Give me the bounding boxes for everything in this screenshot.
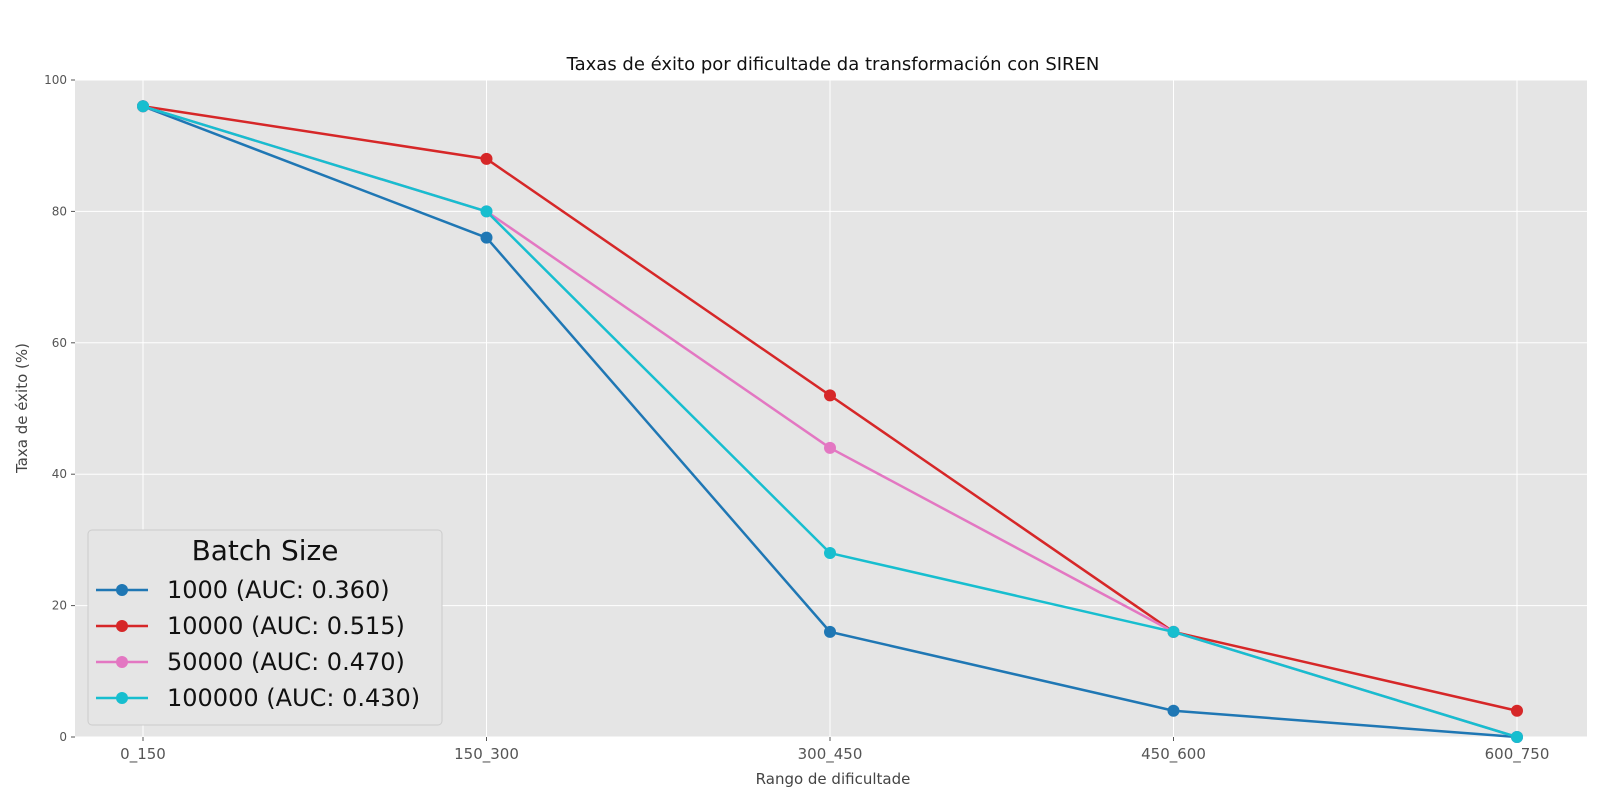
y-tick-label: 100 [44,73,67,87]
legend-entry: 100000 (AUC: 0.430) [96,684,420,712]
legend-label: 1000 (AUC: 0.360) [167,576,390,604]
data-point [824,625,836,638]
y-tick-label: 20 [52,599,67,613]
legend: Batch Size 1000 (AUC: 0.360) 10000 (AUC: … [87,529,443,726]
x-tick-label: 450_600 [1141,745,1206,764]
y-axis-label: Taxa de éxito (%) [13,343,31,474]
x-tick-label: 0_150 [120,745,166,764]
data-point [480,231,493,244]
chart-title: Taxas de éxito por dificultade da transf… [566,54,1100,75]
legend-entry: 10000 (AUC: 0.515) [96,612,405,640]
y-tick-label: 80 [52,204,67,218]
x-axis-label: Rango de dificultade [756,770,911,788]
data-point [824,441,836,454]
series-4 [137,100,1523,743]
y-tick-label: 40 [52,467,67,481]
data-point [1511,731,1523,743]
data-point [824,389,836,402]
legend-entry: 1000 (AUC: 0.360) [96,576,390,604]
data-point [1511,704,1523,717]
x-tick-label: 150_300 [454,745,519,764]
legend-label: 50000 (AUC: 0.470) [167,648,405,676]
legend-box [87,529,443,726]
legend-swatch-marker [116,692,128,704]
legend-label: 100000 (AUC: 0.430) [167,684,420,712]
legend-entry: 50000 (AUC: 0.470) [96,648,405,676]
legend-swatch-marker [116,584,128,596]
y-axis-ticks: 0 20 40 60 80 100 [44,73,75,744]
legend-swatch-marker [116,656,128,668]
x-axis-ticks: 0_150 150_300 300_450 450_600 600_750 [120,737,1549,764]
y-tick-label: 0 [59,730,67,744]
legend-title: Batch Size [192,534,339,567]
x-tick-label: 600_750 [1485,745,1550,764]
data-point [1167,704,1180,717]
data-point [137,100,149,113]
series-lines [137,100,1523,743]
data-point [480,205,493,218]
data-point [480,152,493,165]
legend-items: 1000 (AUC: 0.360) 10000 (AUC: 0.515) 50000… [96,576,420,712]
x-tick-label: 300_450 [798,745,863,764]
legend-swatch-marker [116,620,128,632]
data-point [1167,625,1180,638]
y-tick-label: 60 [52,336,67,350]
legend-label: 10000 (AUC: 0.515) [167,612,405,640]
data-point [824,547,836,560]
